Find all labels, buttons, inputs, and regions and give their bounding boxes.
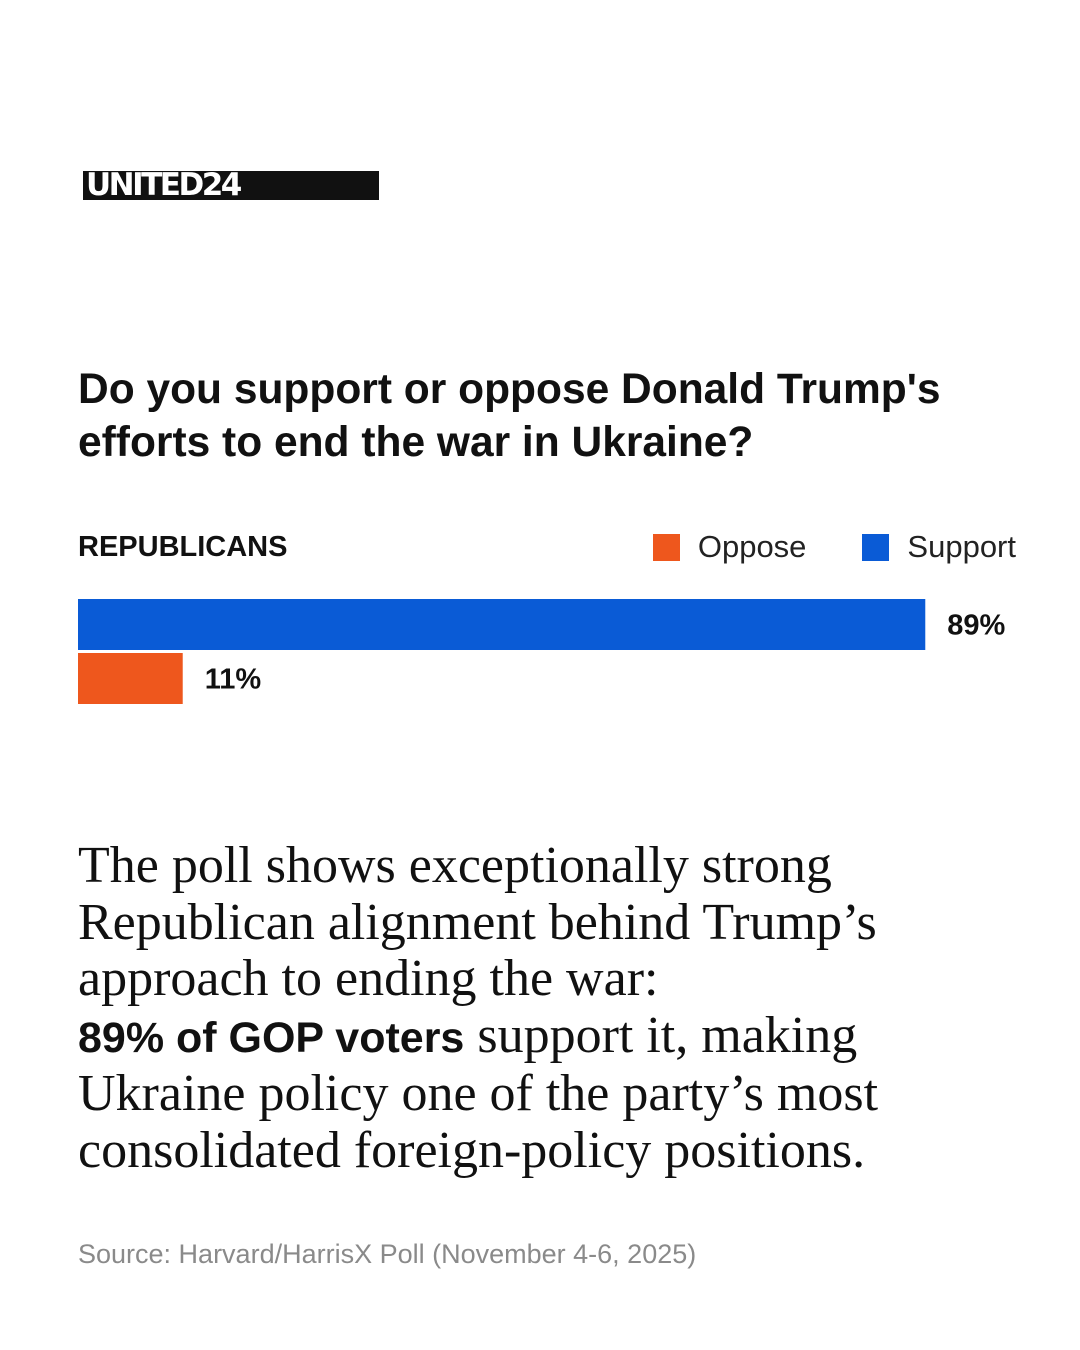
summary-highlight: 89% of GOP voters [78,1013,465,1062]
legend-item-oppose: Oppose [652,529,807,565]
bar-support [78,599,926,650]
legend-swatch-support [862,533,890,561]
bar-label-support: 89% [947,610,1005,642]
summary-rest: support it, making Ukraine policy one of… [78,1006,879,1179]
summary-intro: The poll shows exceptionally strong Repu… [78,837,877,1007]
united24-logo: UNITED24 [83,171,379,200]
chart-title: Do you support or oppose Donald Trump's … [78,366,941,466]
summary-text: The poll shows exceptionally strong Repu… [78,837,1018,1179]
bar-oppose [78,653,183,704]
legend-item-support: Support [862,529,1016,565]
legend-label-oppose: Oppose [697,529,807,564]
source-note: Source: Harvard/HarrisX Poll (November 4… [78,1239,697,1269]
legend-swatch-oppose [652,533,680,561]
group-label: REPUBLICANS [78,531,288,563]
bar-chart: 89% 11% [78,599,1006,704]
legend: Oppose Support [597,529,1016,565]
bar-label-oppose: 11% [205,664,262,696]
legend-label-support: Support [907,529,1016,564]
